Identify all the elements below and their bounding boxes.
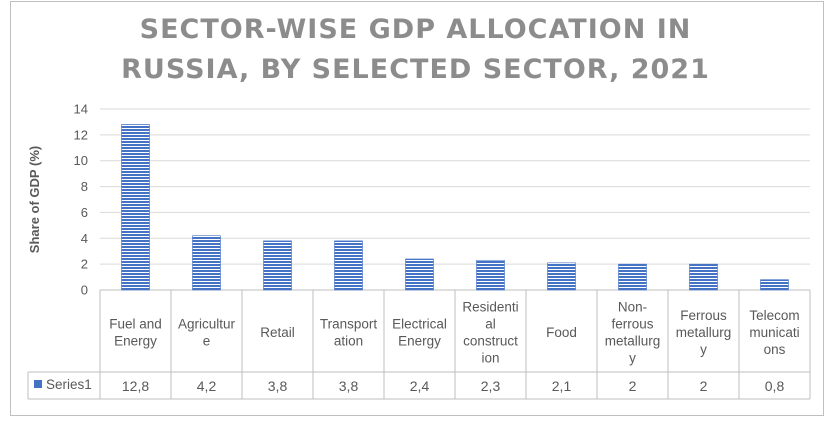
category-label: ferrous <box>611 317 653 332</box>
chart-title-line-2: RUSSIA, BY SELECTED SECTOR, 2021 <box>121 54 710 85</box>
legend-key <box>34 380 42 388</box>
y-tick-label: 0 <box>81 283 88 298</box>
data-label: 2,3 <box>481 378 501 394</box>
bar <box>263 240 292 291</box>
category-label: Fuel and <box>109 317 162 332</box>
bar <box>405 258 434 291</box>
category-label: Food <box>546 325 577 340</box>
data-label: 2 <box>700 378 708 394</box>
legend-label: Series1 <box>46 377 92 392</box>
data-label: 2,4 <box>410 378 430 394</box>
category-label: y <box>700 342 707 357</box>
bar <box>689 263 718 291</box>
bar <box>547 262 576 291</box>
category-label: construct <box>463 334 518 349</box>
category-label: Residenti <box>462 300 518 315</box>
data-label: 4,2 <box>197 378 217 394</box>
y-tick-label: 14 <box>74 102 88 117</box>
category-label: Electrical <box>392 317 447 332</box>
category-label: Non- <box>618 300 647 315</box>
bar <box>618 263 647 291</box>
data-label: 12,8 <box>122 378 149 394</box>
category-label: Energy <box>114 334 157 349</box>
bar <box>760 279 789 291</box>
y-axis-label: Share of GDP (%) <box>27 146 42 253</box>
bar <box>334 240 363 291</box>
category-label: y <box>629 351 636 366</box>
category-label: al <box>485 317 496 332</box>
category-label: Ferrous <box>680 308 727 323</box>
y-tick-label: 6 <box>81 205 88 220</box>
bar <box>121 124 150 291</box>
y-tick-label: 12 <box>74 127 88 142</box>
labels: 0 2 4 6 8 10 12 14 Share of GDP (%) Series1 Fuel a… <box>27 102 800 395</box>
category-label: Transport <box>320 317 378 332</box>
data-table <box>27 290 811 400</box>
data-label: 0,8 <box>765 378 785 394</box>
category-label: Telecom <box>749 308 799 323</box>
category-label: ion <box>481 351 499 366</box>
y-tick-label: 10 <box>74 153 88 168</box>
category-label: e <box>203 334 211 349</box>
data-label: 2 <box>629 378 637 394</box>
bar <box>476 259 505 291</box>
category-label: Retail <box>260 325 295 340</box>
chart-title-line-1: SECTOR-WISE GDP ALLOCATION IN <box>139 14 692 45</box>
data-label: 2,1 <box>552 378 572 394</box>
category-label: ons <box>764 342 786 357</box>
category-label: metallurg <box>605 334 661 349</box>
y-tick-label: 4 <box>81 231 88 246</box>
y-tick-label: 8 <box>81 179 88 194</box>
category-label: municati <box>749 325 799 340</box>
y-tick-label: 2 <box>81 257 88 272</box>
category-label: ation <box>334 334 363 349</box>
data-label: 3,8 <box>339 378 359 394</box>
bar <box>192 235 221 291</box>
category-label: metallurg <box>676 325 732 340</box>
category-label: Energy <box>398 334 441 349</box>
category-label: Agricultur <box>178 317 236 332</box>
bars <box>121 124 789 291</box>
data-label: 3,8 <box>268 378 288 394</box>
